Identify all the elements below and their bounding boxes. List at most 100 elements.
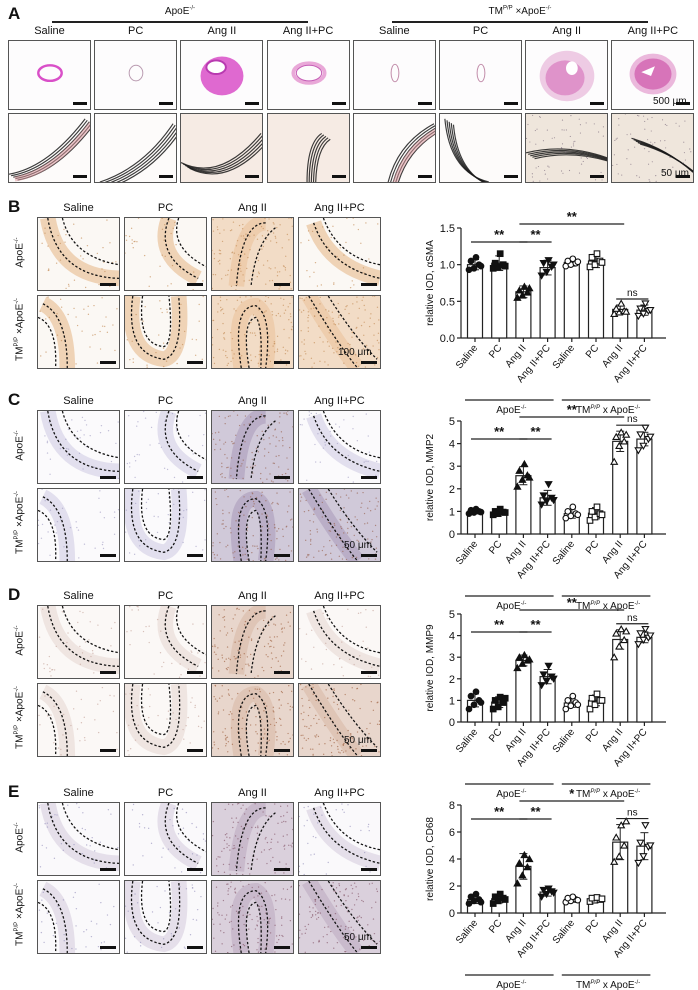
scale-bar xyxy=(187,361,203,364)
scale-bar xyxy=(361,671,377,674)
ihc-image-asma-pc-tm xyxy=(124,295,207,369)
scale-bar xyxy=(100,361,116,364)
scale-label-50um: 50 μm xyxy=(661,168,689,179)
scale-bar xyxy=(187,476,203,479)
ihc-image-asma-ang-ii-apoe xyxy=(211,217,294,291)
scale-bar xyxy=(274,361,290,364)
scale-bar xyxy=(159,102,174,105)
he-image-saline-tm xyxy=(352,40,436,110)
column-label-ang-ii: Ang II xyxy=(238,590,267,602)
svg-text:5: 5 xyxy=(449,416,455,428)
svg-text:3: 3 xyxy=(449,461,455,473)
svg-text:ns: ns xyxy=(627,808,638,819)
ihc-image-mmp9-saline-tm xyxy=(37,683,120,757)
scale-bar xyxy=(590,102,605,105)
group-line-apoe xyxy=(52,21,308,23)
scale-bar xyxy=(274,671,290,674)
scale-bar xyxy=(590,175,605,178)
scale-bar xyxy=(417,102,432,105)
scale-bar xyxy=(159,175,174,178)
svg-text:0: 0 xyxy=(449,908,455,920)
column-label-saline: Saline xyxy=(63,202,94,214)
column-label-pc-apoe: PC xyxy=(128,25,144,37)
scale-bar xyxy=(504,102,518,105)
ihc-image-mmp9-ang-ii-tm xyxy=(211,683,294,757)
svg-text:1.0: 1.0 xyxy=(440,260,455,272)
svg-text:**: ** xyxy=(494,617,505,632)
column-label-ang-ii-apoe: Ang II xyxy=(207,25,237,37)
svg-text:TMP/P x ApoE-/-: TMP/P x ApoE-/- xyxy=(576,980,640,990)
scale-bar xyxy=(274,868,290,871)
ihc-image-asma-ang-ii-pc-apoe xyxy=(298,217,381,291)
svg-text:**: ** xyxy=(567,209,578,224)
svg-text:**: ** xyxy=(567,595,578,610)
column-label-pc: PC xyxy=(157,590,174,602)
column-label-ang-ii-pc-tm: Ang II+PC xyxy=(627,25,679,37)
scale-bar xyxy=(187,868,203,871)
ihc-image-mmp2-saline-apoe xyxy=(37,410,120,484)
column-label-saline: Saline xyxy=(63,590,94,602)
svg-text:relative IOD, MMP2: relative IOD, MMP2 xyxy=(425,433,436,521)
ihc-image-mmp9-ang-ii-pc-apoe xyxy=(298,605,381,679)
evg-image-pc-tm xyxy=(439,113,522,183)
scale-bar xyxy=(187,671,203,674)
ihc-image-cd68-ang-ii-pc-tm xyxy=(298,880,381,954)
scale-bar xyxy=(187,946,203,949)
svg-text:**: ** xyxy=(567,402,578,417)
ihc-image-cd68-pc-apoe xyxy=(124,802,207,876)
svg-text:**: ** xyxy=(530,424,541,439)
scale-bar xyxy=(361,946,377,949)
ihc-image-mmp2-ang-ii-pc-apoe xyxy=(298,410,381,484)
scale-bar xyxy=(100,946,116,949)
scale-bar xyxy=(187,283,203,286)
he-image-pc-tm xyxy=(439,40,522,110)
svg-text:relative IOD, αSMA: relative IOD, αSMA xyxy=(425,240,436,326)
ihc-image-asma-pc-apoe xyxy=(124,217,207,291)
panel-letter-e: E xyxy=(8,782,20,801)
scale-bar xyxy=(361,554,377,557)
ihc-image-cd68-pc-tm xyxy=(124,880,207,954)
evg-image-ang-ii-apoe xyxy=(180,113,264,183)
svg-text:Saline: Saline xyxy=(551,918,578,947)
scale-bar xyxy=(73,102,87,105)
svg-text:4: 4 xyxy=(449,439,455,451)
column-label-ang-ii-pc: Ang II+PC xyxy=(314,787,365,799)
svg-text:TMP/P x ApoE-/-: TMP/P x ApoE-/- xyxy=(576,405,640,416)
he-image-ang-ii-tm xyxy=(525,40,609,110)
scale-label: 100 μm xyxy=(338,347,372,358)
column-label-ang-ii-tm: Ang II xyxy=(552,25,582,37)
column-label-ang-ii-pc-apoe: Ang II+PC xyxy=(282,25,334,37)
evg-image-ang-ii-pc-apoe xyxy=(266,113,350,183)
column-label-ang-ii-pc: Ang II+PC xyxy=(314,395,365,407)
svg-text:ApoE-/-: ApoE-/- xyxy=(496,980,526,990)
scale-bar xyxy=(274,749,290,752)
svg-text:6: 6 xyxy=(449,827,455,839)
ihc-image-mmp9-pc-tm xyxy=(124,683,207,757)
scale-bar xyxy=(100,749,116,752)
ihc-image-asma-ang-ii-pc-tm xyxy=(298,295,381,369)
ihc-image-asma-ang-ii-tm xyxy=(211,295,294,369)
column-label-pc: PC xyxy=(157,395,174,407)
scale-label: 50 μm xyxy=(344,932,372,943)
panel-letter-d: D xyxy=(8,585,21,604)
column-label-ang-ii: Ang II xyxy=(238,787,267,799)
ihc-image-mmp2-pc-tm xyxy=(124,488,207,562)
he-image-ang-ii-pc-apoe xyxy=(266,40,350,110)
svg-text:3: 3 xyxy=(449,652,455,664)
ihc-image-asma-saline-apoe xyxy=(37,217,120,291)
svg-text:8: 8 xyxy=(449,800,455,812)
svg-text:**: ** xyxy=(530,617,541,632)
ihc-image-mmp9-saline-apoe xyxy=(37,605,120,679)
svg-text:TMP/P x ApoE-/-: TMP/P x ApoE-/- xyxy=(576,789,640,800)
scale-bar xyxy=(676,102,691,105)
scale-bar xyxy=(73,175,87,178)
svg-text:ns: ns xyxy=(627,414,638,425)
ihc-image-cd68-ang-ii-tm xyxy=(211,880,294,954)
svg-text:4: 4 xyxy=(449,631,455,643)
ihc-image-mmp2-ang-ii-apoe xyxy=(211,410,294,484)
svg-text:ns: ns xyxy=(627,613,638,624)
ihc-image-mmp9-ang-ii-pc-tm xyxy=(298,683,381,757)
svg-text:**: ** xyxy=(530,804,541,819)
svg-text:ApoE-/-: ApoE-/- xyxy=(496,601,526,612)
column-label-pc: PC xyxy=(157,787,174,799)
